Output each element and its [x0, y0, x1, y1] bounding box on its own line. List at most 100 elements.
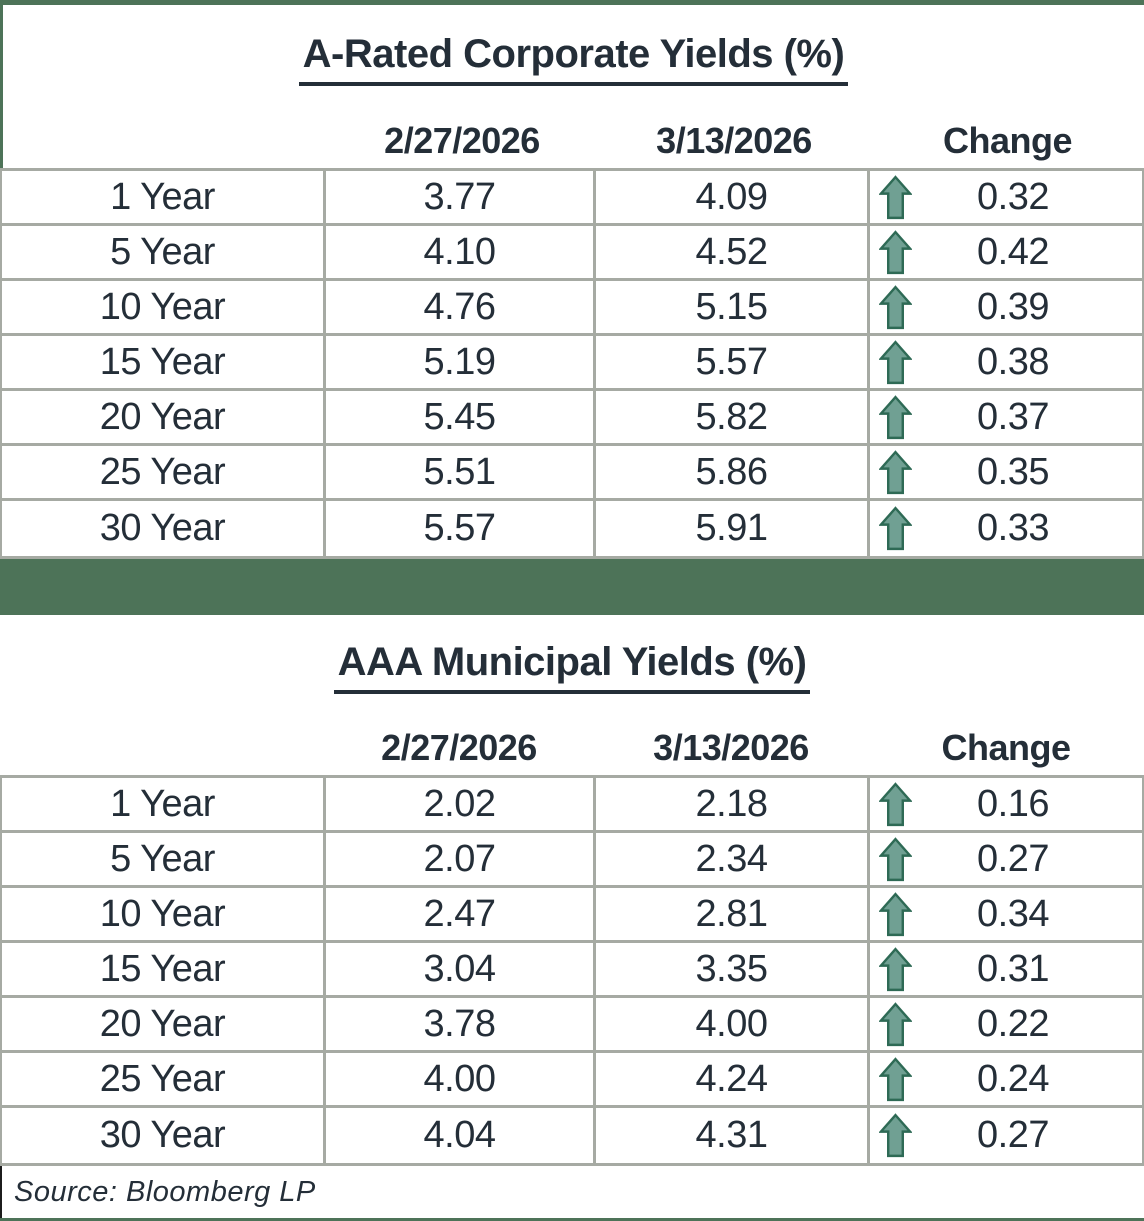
change-cell: 0.34 — [870, 888, 1142, 940]
up-arrow-icon — [879, 1002, 912, 1047]
term-cell: 5 Year — [2, 226, 326, 278]
corporate-title-wrap: A-Rated Corporate Yields (%) — [3, 5, 1144, 112]
table-row: 30 Year 5.57 5.91 0.33 — [2, 501, 1142, 556]
curr-date-header: 3/13/2026 — [653, 727, 809, 768]
corporate-table-body: 1 Year 3.77 4.09 0.32 5 Year 4.10 4.52 0… — [0, 168, 1144, 559]
table-row: 5 Year 4.10 4.52 0.42 — [2, 226, 1142, 281]
up-arrow-icon — [879, 285, 912, 330]
curr-yield-cell: 2.18 — [596, 778, 870, 830]
municipal-table-title: AAA Municipal Yields (%) — [333, 640, 811, 694]
source-row: Source: Bloomberg LP — [0, 1166, 1144, 1218]
change-value: 0.27 — [977, 837, 1049, 880]
change-cell: 0.27 — [870, 1108, 1142, 1163]
change-value: 0.42 — [977, 230, 1049, 273]
prev-yield-cell: 2.47 — [326, 888, 596, 940]
curr-yield-cell: 5.15 — [596, 281, 870, 333]
change-value: 0.22 — [977, 1002, 1049, 1045]
prev-yield-cell: 5.19 — [326, 336, 596, 388]
prev-yield-cell: 3.04 — [326, 943, 596, 995]
table-row: 5 Year 2.07 2.34 0.27 — [2, 833, 1142, 888]
change-value: 0.38 — [977, 340, 1049, 383]
change-cell: 0.42 — [870, 226, 1142, 278]
table-row: 1 Year 2.02 2.18 0.16 — [2, 778, 1142, 833]
change-cell: 0.33 — [870, 501, 1142, 556]
up-arrow-icon — [879, 450, 912, 495]
curr-date-header: 3/13/2026 — [656, 120, 812, 161]
term-cell: 25 Year — [2, 446, 326, 498]
change-value: 0.16 — [977, 782, 1049, 825]
table-row: 20 Year 3.78 4.00 0.22 — [2, 998, 1142, 1053]
change-cell: 0.31 — [870, 943, 1142, 995]
change-cell: 0.16 — [870, 778, 1142, 830]
table-row: 10 Year 4.76 5.15 0.39 — [2, 281, 1142, 336]
municipal-column-headers: 2/27/2026 3/13/2026 Change — [0, 719, 1144, 775]
change-value: 0.27 — [977, 1114, 1049, 1156]
up-arrow-icon — [879, 1113, 912, 1158]
change-value: 0.34 — [977, 892, 1049, 935]
table-row: 1 Year 3.77 4.09 0.32 — [2, 171, 1142, 226]
change-value: 0.32 — [977, 175, 1049, 218]
table-row: 15 Year 5.19 5.57 0.38 — [2, 336, 1142, 391]
change-cell: 0.27 — [870, 833, 1142, 885]
corporate-column-headers: 2/27/2026 3/13/2026 Change — [3, 112, 1144, 168]
term-cell: 15 Year — [2, 336, 326, 388]
curr-yield-cell: 5.91 — [596, 501, 870, 556]
table-row: 15 Year 3.04 3.35 0.31 — [2, 943, 1142, 998]
curr-yield-cell: 4.24 — [596, 1053, 870, 1105]
prev-date-header: 2/27/2026 — [381, 727, 537, 768]
up-arrow-icon — [879, 395, 912, 440]
prev-yield-cell: 4.76 — [326, 281, 596, 333]
change-value: 0.31 — [977, 947, 1049, 990]
corporate-table-header: A-Rated Corporate Yields (%) 2/27/2026 3… — [0, 5, 1144, 168]
change-value: 0.39 — [977, 285, 1049, 328]
table-row: 20 Year 5.45 5.82 0.37 — [2, 391, 1142, 446]
prev-yield-cell: 4.00 — [326, 1053, 596, 1105]
term-cell: 30 Year — [2, 501, 326, 556]
green-divider-bar — [0, 559, 1144, 615]
prev-yield-cell: 5.57 — [326, 501, 596, 556]
up-arrow-icon — [879, 947, 912, 992]
change-value: 0.35 — [977, 450, 1049, 493]
table-row: 25 Year 5.51 5.86 0.35 — [2, 446, 1142, 501]
municipal-table-header: AAA Municipal Yields (%) 2/27/2026 3/13/… — [0, 615, 1144, 775]
up-arrow-icon — [879, 837, 912, 882]
table-row: 10 Year 2.47 2.81 0.34 — [2, 888, 1142, 943]
municipal-table-body: 1 Year 2.02 2.18 0.16 5 Year 2.07 2.34 0… — [0, 775, 1144, 1166]
term-cell: 20 Year — [2, 391, 326, 443]
curr-yield-cell: 2.81 — [596, 888, 870, 940]
up-arrow-icon — [879, 892, 912, 937]
term-cell: 30 Year — [2, 1108, 326, 1163]
change-value: 0.33 — [977, 507, 1049, 549]
table-row: 30 Year 4.04 4.31 0.27 — [2, 1108, 1142, 1163]
change-value: 0.37 — [977, 395, 1049, 438]
prev-yield-cell: 4.10 — [326, 226, 596, 278]
prev-yield-cell: 3.78 — [326, 998, 596, 1050]
prev-yield-cell: 2.07 — [326, 833, 596, 885]
prev-yield-cell: 3.77 — [326, 171, 596, 223]
table-row: 25 Year 4.00 4.24 0.24 — [2, 1053, 1142, 1108]
change-header: Change — [941, 727, 1071, 768]
up-arrow-icon — [879, 782, 912, 827]
prev-yield-cell: 2.02 — [326, 778, 596, 830]
up-arrow-icon — [879, 230, 912, 275]
change-header: Change — [942, 120, 1073, 161]
term-cell: 20 Year — [2, 998, 326, 1050]
change-cell: 0.39 — [870, 281, 1142, 333]
curr-yield-cell: 5.57 — [596, 336, 870, 388]
change-cell: 0.37 — [870, 391, 1142, 443]
term-cell: 10 Year — [2, 281, 326, 333]
corporate-table-title: A-Rated Corporate Yields (%) — [298, 32, 849, 86]
change-cell: 0.38 — [870, 336, 1142, 388]
term-cell: 1 Year — [2, 171, 326, 223]
prev-date-header: 2/27/2026 — [384, 120, 540, 161]
term-cell: 25 Year — [2, 1053, 326, 1105]
up-arrow-icon — [879, 340, 912, 385]
curr-yield-cell: 5.82 — [596, 391, 870, 443]
curr-yield-cell: 5.86 — [596, 446, 870, 498]
up-arrow-icon — [879, 506, 912, 551]
change-cell: 0.24 — [870, 1053, 1142, 1105]
prev-yield-cell: 4.04 — [326, 1108, 596, 1163]
prev-yield-cell: 5.51 — [326, 446, 596, 498]
change-cell: 0.32 — [870, 171, 1142, 223]
